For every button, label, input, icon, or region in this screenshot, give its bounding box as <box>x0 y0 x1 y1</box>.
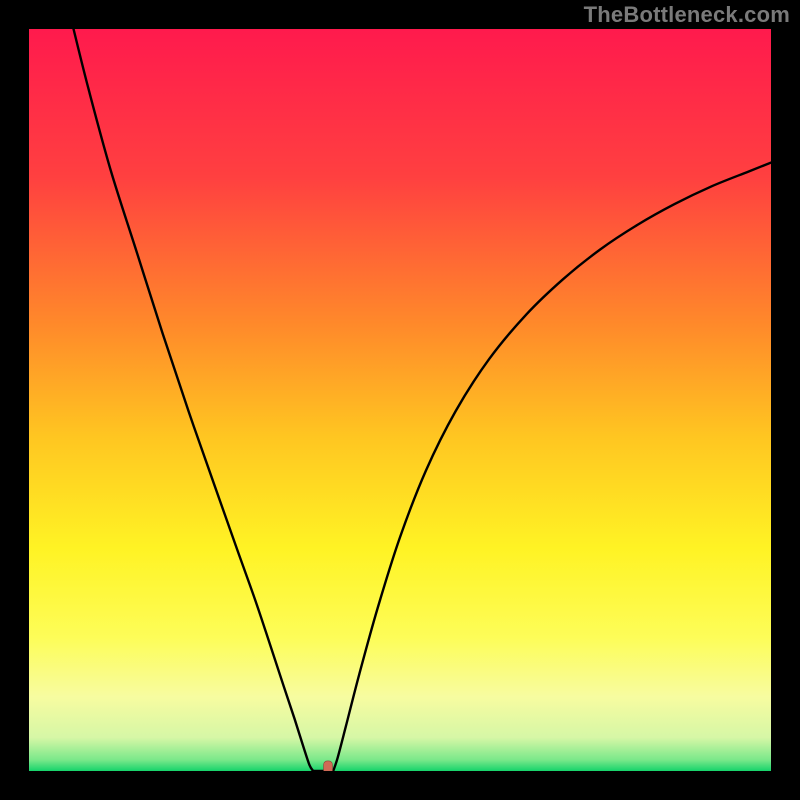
gradient-background <box>29 29 771 771</box>
chart-frame: TheBottleneck.com <box>0 0 800 800</box>
plot-area <box>29 29 771 771</box>
optimum-marker <box>324 761 333 771</box>
chart-svg <box>29 29 771 771</box>
watermark-text: TheBottleneck.com <box>584 2 790 28</box>
